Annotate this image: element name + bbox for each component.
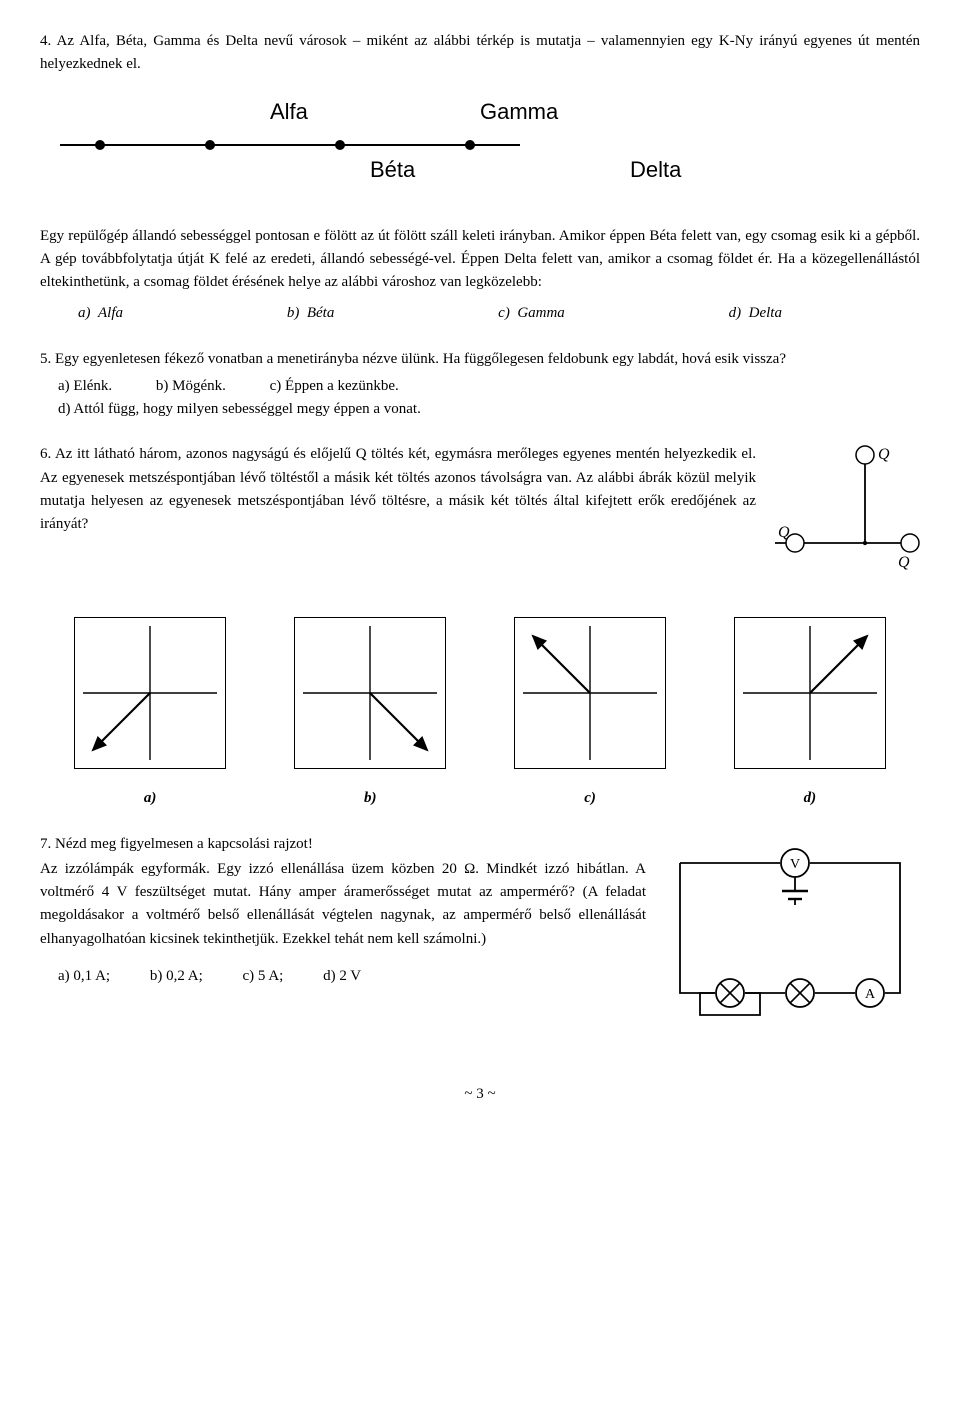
q5-number: 5. xyxy=(40,351,51,367)
q4-intro: Az Alfa, Béta, Gamma és Delta nevű város… xyxy=(40,33,920,72)
q5-opt-b: b) Mögénk. xyxy=(156,375,226,398)
q6-label-d: d) xyxy=(804,787,817,810)
q7-opt-b: b) 0,2 A; xyxy=(150,965,203,988)
q4-opt-d: d) Delta xyxy=(729,302,782,325)
q5-options: a) Elénk. b) Mögénk. c) Éppen a kezünkbe… xyxy=(58,375,920,422)
q6-charge-figure: Q Q Q xyxy=(770,443,920,593)
map-label-delta: Delta xyxy=(630,153,681,187)
map-label-gamma: Gamma xyxy=(480,95,558,129)
q6-arrow-row xyxy=(40,617,920,769)
q6-label-b: b) xyxy=(364,787,377,810)
q7-circuit-figure: V A xyxy=(660,833,920,1023)
page-number: ~ 3 ~ xyxy=(40,1083,920,1106)
q5-opt-d: d) Attól függ, hogy milyen sebességgel m… xyxy=(58,398,920,421)
q7-number: 7. xyxy=(40,836,51,852)
q6-box-c xyxy=(514,617,666,769)
q5-text: Egy egyenletesen fékező vonatban a menet… xyxy=(55,351,786,367)
q6-box-d xyxy=(734,617,886,769)
question-6: 6. Az itt látható három, azonos nagyságú… xyxy=(40,443,920,810)
question-4: 4. Az Alfa, Béta, Gamma és Delta nevű vá… xyxy=(40,30,920,326)
q4-body: Egy repülőgép állandó sebességgel pontos… xyxy=(40,225,920,295)
q4-opt-a: a) Alfa xyxy=(78,302,123,325)
q6-number: 6. xyxy=(40,446,51,462)
question-5: 5. Egy egyenletesen fékező vonatban a me… xyxy=(40,348,920,422)
map-label-alfa: Alfa xyxy=(270,95,308,129)
q6-text: Az itt látható három, azonos nagyságú és… xyxy=(40,446,756,532)
q7-body: Az izzólámpák egyformák. Egy izzó ellená… xyxy=(40,858,646,951)
svg-text:A: A xyxy=(865,987,876,1002)
q4-opt-c: c) Gamma xyxy=(498,302,565,325)
q7-opt-a: a) 0,1 A; xyxy=(58,965,110,988)
q4-options: a) Alfa b) Béta c) Gamma d) Delta xyxy=(78,302,782,325)
svg-text:V: V xyxy=(790,857,800,872)
q4-number: 4. xyxy=(40,33,51,49)
question-7: 7. Nézd meg figyelmesen a kapcsolási raj… xyxy=(40,833,920,1023)
q6-arrow-labels: a) b) c) d) xyxy=(40,787,920,810)
q7-options: a) 0,1 A; b) 0,2 A; c) 5 A; d) 2 V xyxy=(58,965,646,988)
q4-opt-b: b) Béta xyxy=(287,302,335,325)
q6-box-b xyxy=(294,617,446,769)
q7-opt-c: c) 5 A; xyxy=(243,965,284,988)
q4-map: Alfa Gamma Béta Delta xyxy=(40,95,920,195)
q6-label-c: c) xyxy=(584,787,596,810)
svg-text:Q: Q xyxy=(878,446,890,463)
q7-line1: Nézd meg figyelmesen a kapcsolási rajzot… xyxy=(55,836,313,852)
svg-text:Q: Q xyxy=(898,554,910,571)
q6-label-a: a) xyxy=(144,787,157,810)
q5-opt-c: c) Éppen a kezünkbe. xyxy=(270,375,399,398)
q7-opt-d: d) 2 V xyxy=(323,965,361,988)
q6-box-a xyxy=(74,617,226,769)
q5-opt-a: a) Elénk. xyxy=(58,375,112,398)
map-label-beta: Béta xyxy=(370,153,415,187)
svg-text:Q: Q xyxy=(778,524,790,541)
